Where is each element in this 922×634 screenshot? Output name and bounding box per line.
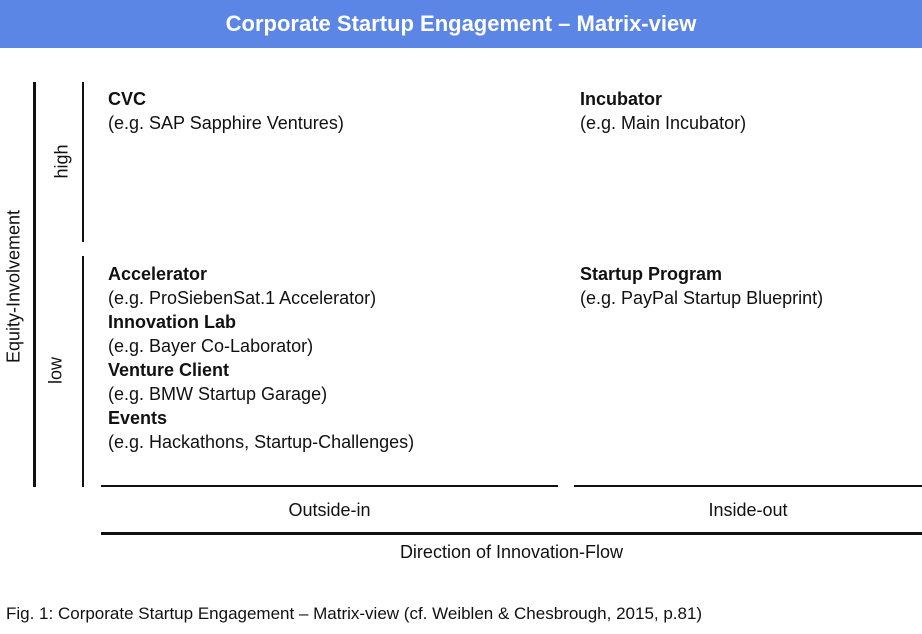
x-inside-out-line <box>574 485 922 487</box>
cell-high-left: CVC (e.g. SAP Sapphire Ventures) <box>108 87 344 135</box>
cell-item-example: (e.g. SAP Sapphire Ventures) <box>108 113 344 133</box>
cell-item-example: (e.g. ProSiebenSat.1 Accelerator) <box>108 288 377 308</box>
cell-item-example: (e.g. Main Incubator) <box>580 113 747 133</box>
diagram-title: Corporate Startup Engagement – Matrix-vi… <box>0 0 922 48</box>
x-outside-in-line <box>101 485 558 487</box>
y-axis-label: Equity-Involvement <box>3 209 24 364</box>
y-high-line <box>82 82 84 242</box>
cell-high-right: Incubator (e.g. Main Incubator) <box>580 87 746 135</box>
figure-caption: Fig. 1: Corporate Startup Engagement – M… <box>6 604 703 623</box>
cell-item-example: (e.g. Hackathons, Startup-Challenges) <box>108 432 415 452</box>
y-axis-line <box>33 82 36 487</box>
x-inside-out-label: Inside-out <box>708 500 788 520</box>
cell-low-left: Accelerator (e.g. ProSiebenSat.1 Acceler… <box>108 262 414 454</box>
cell-item-name: Accelerator <box>108 264 208 284</box>
x-outside-in-label: Outside-in <box>288 500 371 520</box>
cell-item-name: Incubator <box>580 89 663 109</box>
x-axis-line <box>101 532 922 535</box>
cell-item-example: (e.g. BMW Startup Garage) <box>108 384 328 404</box>
y-high-label: high <box>51 144 72 179</box>
y-low-label: low <box>45 357 66 385</box>
y-low-line <box>82 256 84 487</box>
cell-item-name: CVC <box>108 89 147 109</box>
cell-item-name: Startup Program <box>580 264 723 284</box>
cell-item-name: Events <box>108 408 168 428</box>
x-axis-label: Direction of Innovation-Flow <box>399 542 624 562</box>
cell-low-right: Startup Program (e.g. PayPal Startup Blu… <box>580 262 823 310</box>
cell-item-name: Venture Client <box>108 360 230 380</box>
cell-item-name: Innovation Lab <box>108 312 236 332</box>
cell-item-example: (e.g. Bayer Co-Laborator) <box>108 336 314 356</box>
cell-item-example: (e.g. PayPal Startup Blueprint) <box>580 288 824 308</box>
